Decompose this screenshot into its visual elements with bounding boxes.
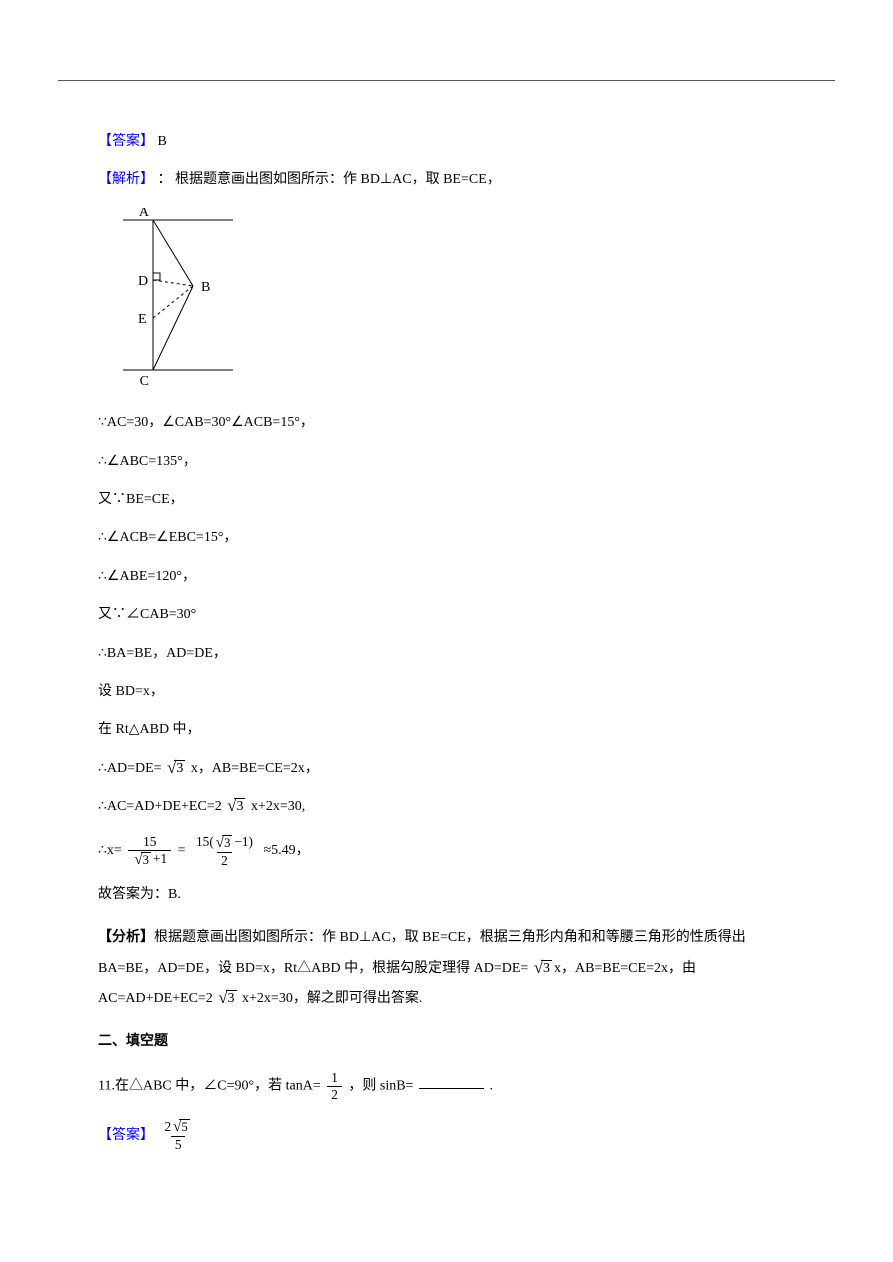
svg-text:E: E [138,312,147,327]
sqrt3-ac: √3 [227,798,245,816]
analysis-block: 【分析】根据题意画出图如图所示：作 BD⊥AC，取 BE=CE，根据三角形内角和… [98,923,795,1015]
step-1: ∴∠ABC=135°， [98,451,795,473]
x-equals: = [178,844,189,859]
sqrt5-ans11: √5 [173,1119,190,1135]
frac-2sqrt5-over-5: 2 √5 5 [161,1119,196,1153]
frac-1-over-2: 1 2 [327,1070,342,1103]
sqrt3-num2: √3 [216,835,233,851]
step-8: 在 Rt△ABD 中， [98,719,795,741]
step-adde: ∴AD=DE= √3 x，AB=BE=CE=2x， [98,758,795,780]
answer-line: 【答案】 B [98,131,795,153]
step-3: ∴∠ACB=∠EBC=15°， [98,527,795,549]
svg-text:A: A [139,208,150,220]
ac-suffix: x+2x=30, [251,799,305,814]
answer11-line: 【答案】 2 √5 5 [98,1119,795,1153]
analysis-text-1: 根据题意画出图如图所示：作 BD⊥AC，取 BE=CE，根据三角形内角和和等腰三… [154,930,746,945]
explanation-intro: 【解析】 ： 根据题意画出图如图所示：作 BD⊥AC，取 BE=CE， [98,169,795,191]
intro-colon: ： [158,172,172,187]
fill-blank [419,1088,484,1089]
geometry-diagram: A B C D E [118,208,795,396]
adde-suffix: x，AB=BE=CE=2x， [191,761,319,776]
svg-text:B: B [201,280,210,295]
answer-label: 【答案】 [98,134,154,149]
step-5: 又∵∠CAB=30° [98,604,795,626]
answer-value: B [158,134,167,149]
step-0: ∵AC=30，∠CAB=30°∠ACB=15°， [98,412,795,434]
step-6: ∴BA=BE，AD=DE， [98,643,795,665]
q11-part2: ，则 sinB= [348,1078,413,1093]
step-ac: ∴AC=AD+DE+EC=2 √3 x+2x=30, [98,796,795,818]
ac-prefix: ∴AC=AD+DE+EC=2 [98,799,225,814]
svg-text:C: C [140,374,149,388]
sqrt3-analysis-2: √3 [218,990,236,1008]
svg-text:D: D [138,274,148,289]
section-two-heading: 二、填空题 [98,1031,795,1053]
q11-part3: . [489,1078,493,1093]
intro-text: 根据题意画出图如图所示：作 BD⊥AC，取 BE=CE， [175,172,501,187]
x-approx: ≈5.49， [263,844,309,859]
step-7: 设 BD=x， [98,681,795,703]
step-4: ∴∠ABE=120°， [98,566,795,588]
adde-prefix: ∴AD=DE= [98,761,165,776]
diagram-svg: A B C D E [118,208,268,388]
sqrt3-adde: √3 [167,760,185,778]
analysis-text-2: BA=BE，AD=DE，设 BD=x，Rt△ABD 中，根据勾股定理得 AD=D… [98,961,532,976]
step-2: 又∵BE=CE， [98,489,795,511]
x-prefix: ∴x= [98,844,125,859]
analysis-label: 【分析】 [98,930,154,945]
explain-label: 【解析】 [98,172,154,187]
q11-line: 11.在△ABC 中，∠C=90°，若 tanA= 1 2 ，则 sinB= . [98,1070,795,1103]
sqrt3-den1: √3 [134,852,151,868]
analysis-text-4: x+2x=30，解之即可得出答案. [242,991,422,1006]
step-x-solve: ∴x= 15 √3 +1 = 15( √3 −1) 2 ≈5.49， [98,834,795,868]
top-horizontal-rule [58,80,835,81]
frac-15sqrt3minus1-over-2: 15( √3 −1) 2 [192,834,257,868]
q11-part1: 11.在△ABC 中，∠C=90°，若 tanA= [98,1078,324,1093]
conclusion: 故答案为：B. [98,884,795,906]
sqrt3-analysis-1: √3 [534,960,552,978]
frac-15-over-sqrt3plus1: 15 √3 +1 [128,834,171,868]
answer11-label: 【答案】 [98,1128,154,1143]
